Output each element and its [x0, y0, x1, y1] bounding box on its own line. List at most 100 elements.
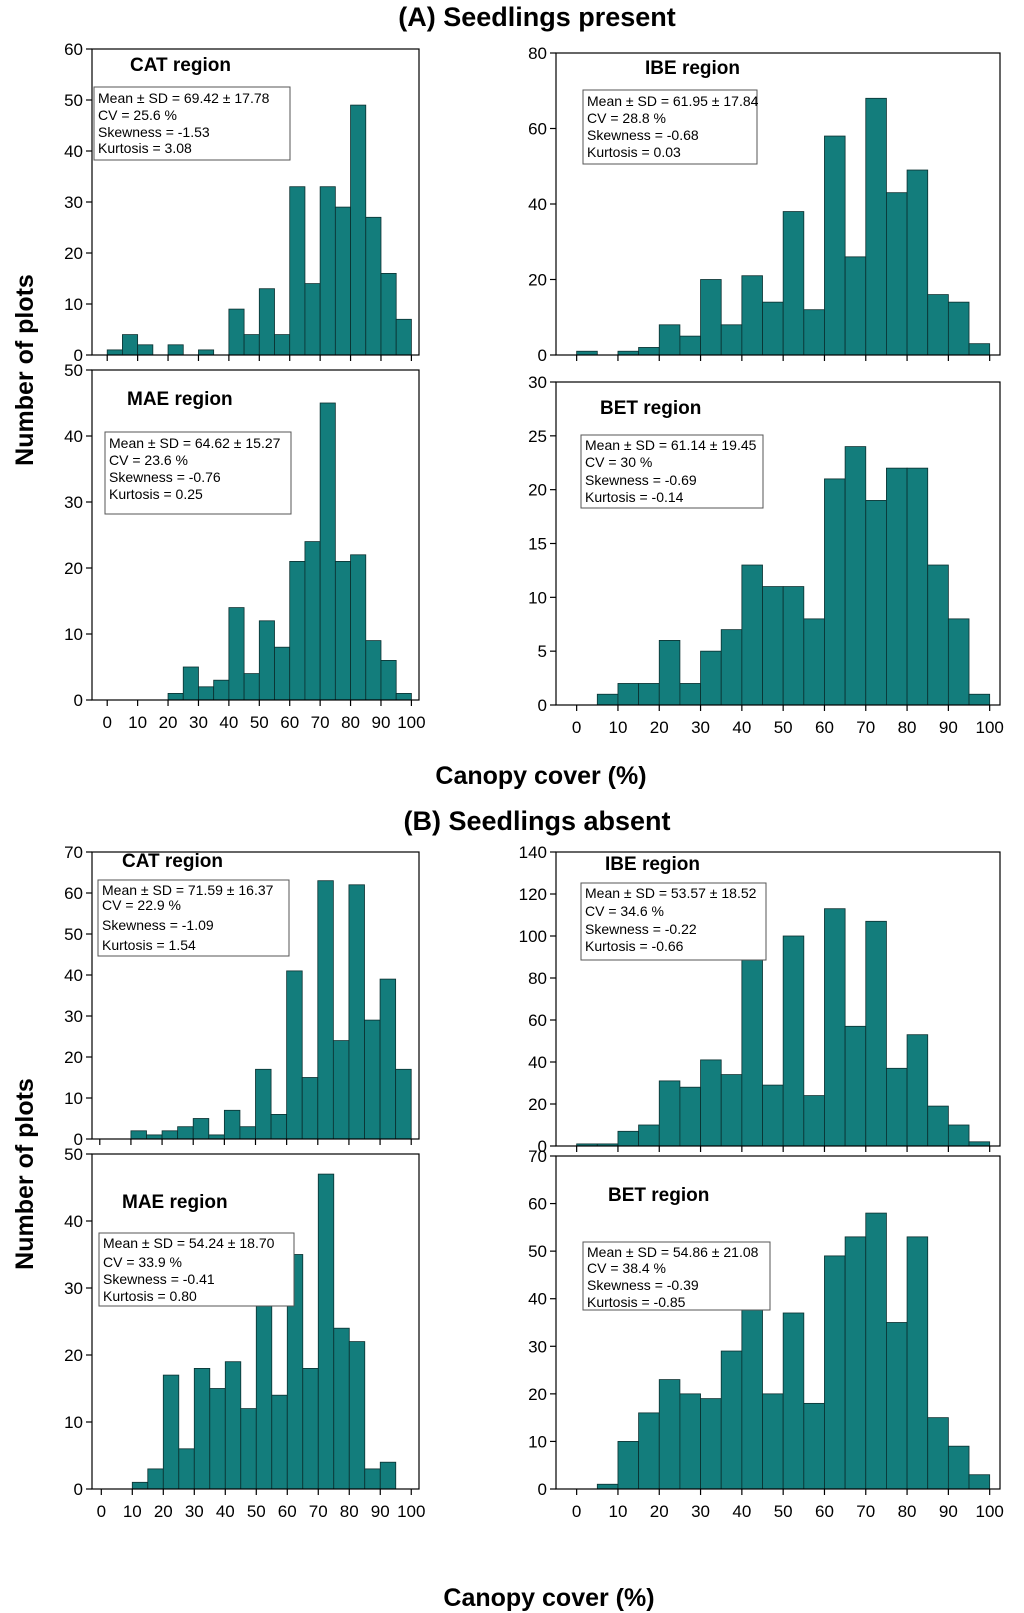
- x-tick-label: 70: [856, 1502, 875, 1521]
- histogram-bar: [274, 646, 291, 701]
- histogram-bar: [319, 186, 336, 356]
- histogram-bar: [927, 1417, 949, 1490]
- x-tick-label: 70: [856, 718, 875, 737]
- stats-line: CV = 22.9 %: [102, 897, 181, 913]
- histogram-bar: [865, 1212, 887, 1490]
- histogram-bar: [286, 970, 303, 1140]
- histogram-panel-a-bet: 0 5 10 15 20 25 30 0 10 20 30 40 50 60 70 80 90 100 BET re…: [528, 373, 1004, 737]
- histogram-bar: [395, 1068, 412, 1140]
- x-tick-label: 50: [247, 1502, 266, 1521]
- x-tick-label: 10: [608, 718, 627, 737]
- xlabel-section-a: Canopy cover (%): [435, 762, 646, 790]
- histogram-bar: [906, 169, 929, 356]
- x-tick-label: 100: [397, 1502, 425, 1521]
- histogram-bar: [886, 1322, 908, 1490]
- histogram-bar: [617, 1441, 640, 1490]
- histogram-bar: [334, 206, 351, 356]
- y-tick-label: 10: [64, 1413, 83, 1432]
- stats-line: Mean ± SD = 61.95 ± 17.84: [587, 93, 759, 109]
- histogram-bar: [224, 1361, 242, 1490]
- y-tick-label: 0: [538, 1480, 547, 1499]
- stats-line: Skewness = -0.39: [587, 1277, 699, 1293]
- plot-frame: [555, 1155, 1001, 1490]
- stats-line: Mean ± SD = 53.57 ± 18.52: [585, 885, 757, 901]
- histogram-bar: [333, 1327, 350, 1490]
- y-tick-label: 0: [74, 1130, 83, 1149]
- histogram-bar: [762, 1084, 784, 1147]
- stats-line: CV = 28.8 %: [587, 110, 666, 126]
- histogram-bar: [379, 1461, 397, 1490]
- histogram-bar: [886, 467, 908, 706]
- stats-line: Kurtosis = 0.03: [587, 144, 681, 160]
- histogram-bar: [137, 344, 154, 356]
- y-tick-label: 50: [64, 925, 83, 944]
- histogram-bar: [167, 693, 184, 701]
- y-tick-label: 30: [528, 373, 547, 392]
- y-tick-label: 0: [74, 346, 83, 365]
- stats-line: Skewness = -0.76: [109, 469, 221, 485]
- x-tick-label: 60: [280, 713, 299, 732]
- histogram-bar: [161, 1130, 179, 1140]
- histogram-bar: [700, 279, 722, 356]
- y-tick-label: 60: [528, 120, 547, 139]
- histogram-bar: [824, 135, 846, 356]
- histogram-bar: [304, 283, 321, 356]
- y-tick-label: 70: [64, 843, 83, 862]
- histogram-bar: [271, 1394, 288, 1490]
- histogram-bar: [304, 541, 321, 701]
- panel-title: BET region: [600, 398, 701, 419]
- stats-line: Skewness = -0.41: [103, 1271, 215, 1287]
- histogram-bar: [679, 683, 701, 706]
- histogram-bar: [679, 1086, 701, 1147]
- x-tick-label: 80: [341, 713, 360, 732]
- y-tick-label: 50: [64, 91, 83, 110]
- histogram-panel-a-cat: 0 10 20 30 40 50 60 CAT region Mean ± SD = 69.42…: [64, 40, 420, 365]
- histogram-bar: [365, 640, 382, 701]
- stats-line: Mean ± SD = 69.42 ± 17.78: [98, 90, 270, 106]
- histogram-bar: [289, 561, 306, 701]
- histogram-bar: [824, 478, 846, 706]
- y-tick-label: 5: [538, 642, 547, 661]
- stats-line: CV = 23.6 %: [109, 452, 188, 468]
- stats-line: Skewness = -0.22: [585, 921, 697, 937]
- y-tick-label: 60: [528, 1011, 547, 1030]
- panel-title: IBE region: [605, 854, 700, 875]
- histogram-bar: [228, 308, 245, 356]
- x-tick-label: 0: [572, 1502, 581, 1521]
- histogram-bar: [255, 1280, 273, 1490]
- y-tick-label: 20: [64, 1346, 83, 1365]
- y-tick-label: 10: [64, 295, 83, 314]
- histogram-bar: [380, 272, 397, 356]
- y-tick-label: 40: [64, 427, 83, 446]
- stats-line: Skewness = -0.68: [587, 127, 699, 143]
- histogram-bar: [243, 334, 260, 356]
- histogram-bar: [658, 324, 681, 356]
- histogram-bar: [209, 1388, 226, 1490]
- histogram-bar: [886, 1067, 908, 1147]
- histogram-bar: [617, 683, 640, 706]
- histogram-bar: [720, 1074, 743, 1147]
- stats-line: Mean ± SD = 54.86 ± 21.08: [587, 1244, 759, 1260]
- x-tick-label: 10: [123, 1502, 142, 1521]
- histogram-bar: [213, 679, 230, 701]
- y-tick-label: 30: [64, 1279, 83, 1298]
- y-tick-label: 40: [64, 1212, 83, 1231]
- x-tick-label: 30: [185, 1502, 204, 1521]
- y-tick-label: 140: [519, 843, 547, 862]
- histogram-bar: [824, 1255, 846, 1490]
- y-tick-label: 20: [528, 1385, 547, 1404]
- stats-line: CV = 34.6 %: [585, 903, 664, 919]
- histogram-bar: [240, 1408, 257, 1490]
- histogram-bar: [317, 880, 334, 1140]
- section-b-title: (B) Seedlings absent: [403, 806, 670, 836]
- histogram-bar: [350, 104, 367, 356]
- panel-title: CAT region: [122, 851, 223, 872]
- histogram-bar: [198, 349, 215, 356]
- histogram-bar: [844, 446, 867, 706]
- x-tick-label: 100: [975, 718, 1003, 737]
- histogram-bar: [332, 1040, 350, 1140]
- y-tick-label: 0: [538, 346, 547, 365]
- x-tick-label: 0: [102, 713, 111, 732]
- histogram-bar: [270, 1114, 288, 1140]
- histogram-bar: [208, 1134, 225, 1140]
